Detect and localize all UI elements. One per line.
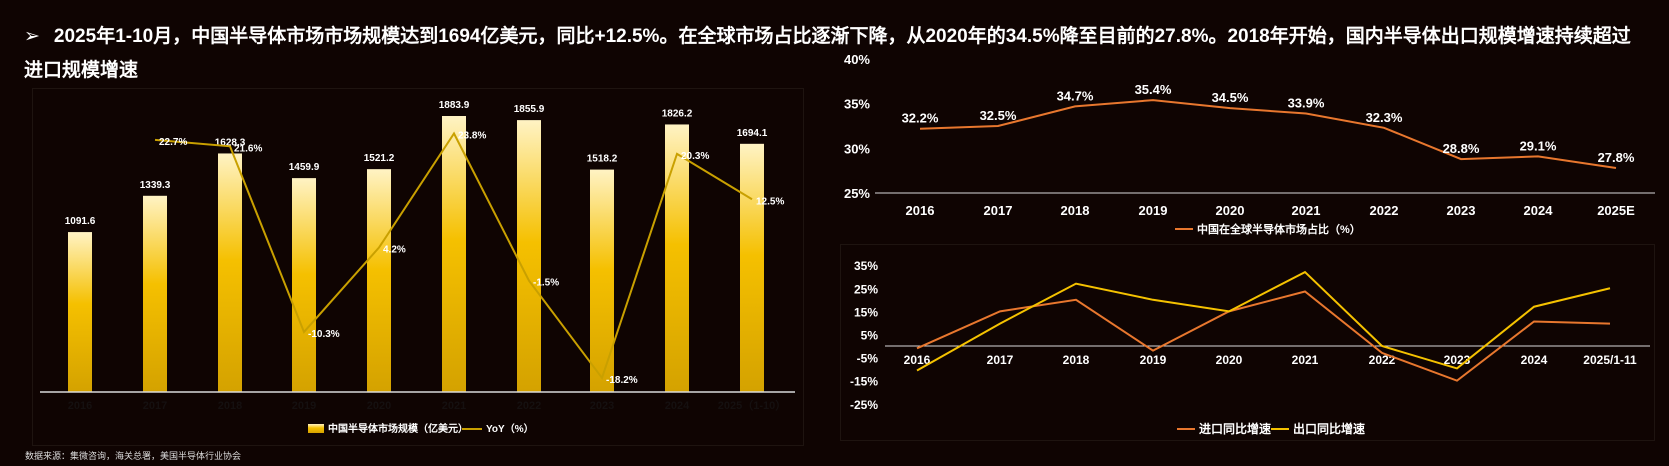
bar-value-label: 1091.6 (65, 216, 96, 227)
legend-import-label: 进口同比增速 (1199, 421, 1271, 436)
share-label: 34.5% (1212, 90, 1249, 105)
bar (292, 178, 316, 392)
source-note: 数据来源：集微咨询，海关总署，美国半导体行业协会 (25, 451, 242, 461)
x-tick-label: 2019 (1140, 353, 1167, 367)
x-tick-label: 2020 (1216, 203, 1245, 218)
x-tick-label: 2025E (1597, 203, 1635, 218)
x-tick-label: 2020 (1216, 353, 1243, 367)
page-title: ➢ 2025年1-10月，中国半导体市场市场规模达到1694亿美元，同比+12.5… (24, 20, 1644, 88)
y-tick-label: 30% (844, 141, 870, 156)
trade-growth-chart-panel (840, 244, 1655, 441)
share-label: 35.4% (1135, 82, 1172, 97)
yoy-label: 23.8% (458, 130, 486, 141)
y-tick-label: -25% (850, 398, 878, 412)
x-tick-label: 2016 (904, 353, 931, 367)
x-tick-label: 2017 (987, 353, 1014, 367)
bar-value-label: 1628.3 (215, 137, 246, 148)
bar (143, 195, 167, 392)
share-label: 32.5% (980, 108, 1017, 123)
share-label: 32.2% (902, 111, 939, 126)
y-tick-label: -5% (857, 352, 879, 366)
x-tick-label: 2023 (1447, 203, 1476, 218)
bar-value-label: 1826.2 (662, 108, 693, 119)
x-tick-label: 2025/1-11 (1583, 353, 1637, 367)
bar-value-label: 1459.9 (289, 162, 320, 173)
bar-value-label: 1855.9 (514, 104, 545, 115)
yoy-label: 12.5% (756, 196, 784, 207)
x-tick-label: 2021 (1292, 203, 1321, 218)
yoy-label: -1.5% (533, 278, 559, 289)
export-line (916, 270, 1611, 372)
y-tick-label: 40% (844, 52, 870, 67)
x-tick-label: 2021 (442, 400, 466, 412)
share-label: 27.8% (1598, 150, 1635, 165)
legend-bar-label: 中国半导体市场规模（亿美元） (328, 422, 468, 435)
y-tick-label: 35% (854, 259, 878, 273)
bar (665, 124, 689, 392)
x-tick-label: 2024 (1524, 203, 1554, 218)
x-tick-label: 2022 (1370, 203, 1399, 218)
y-tick-label: 15% (854, 305, 878, 319)
share-line (919, 99, 1617, 169)
bar (517, 120, 541, 392)
y-tick-label: 25% (844, 186, 870, 201)
legend-bar-swatch (308, 424, 324, 433)
bar (442, 116, 466, 392)
bar-value-label: 1518.2 (587, 154, 618, 165)
x-tick-label: 2017 (984, 203, 1013, 218)
legend-export-label: 出口同比增速 (1293, 421, 1365, 436)
title-text: 2025年1-10月，中国半导体市场市场规模达到1694亿美元，同比+12.5%… (24, 26, 1631, 81)
bar (218, 153, 242, 392)
arrow-bullet-icon: ➢ (24, 26, 40, 47)
x-tick-label: 2016 (906, 203, 935, 218)
x-tick-label: 2018 (218, 400, 242, 412)
x-tick-label: 2016 (68, 400, 92, 412)
yoy-line (154, 131, 753, 381)
yoy-label: -10.3% (308, 329, 340, 340)
import-line (916, 290, 1611, 382)
yoy-label: 21.6% (234, 143, 262, 154)
x-tick-label: 2017 (143, 400, 167, 412)
x-tick-label: 2025（1-10） (718, 399, 787, 412)
x-tick-label: 2018 (1063, 353, 1090, 367)
yoy-label: 4.2% (383, 245, 406, 256)
x-tick-label: 2021 (1292, 353, 1319, 367)
y-tick-label: -15% (850, 375, 878, 389)
share-label: 32.3% (1366, 110, 1403, 125)
x-tick-label: 2022 (517, 400, 541, 412)
y-tick-label: 35% (844, 97, 870, 112)
bar (740, 143, 764, 392)
bar-value-label: 1521.2 (364, 153, 395, 164)
y-tick-label: 25% (854, 282, 878, 296)
yoy-label: 22.7% (159, 137, 187, 148)
x-tick-label: 2019 (1139, 203, 1168, 218)
share-label: 34.7% (1057, 88, 1094, 103)
x-tick-label: 2024 (665, 400, 690, 412)
y-tick-label: 5% (861, 328, 879, 342)
bar-value-label: 1883.9 (439, 100, 470, 111)
bar (68, 232, 92, 392)
share-label: 29.1% (1520, 138, 1557, 153)
x-tick-label: 2019 (292, 400, 316, 412)
yoy-label: -18.2% (606, 375, 638, 386)
market-size-chart-panel (32, 88, 804, 446)
x-tick-label: 2018 (1061, 203, 1090, 218)
yoy-label: 20.3% (681, 151, 709, 162)
x-tick-label: 2023 (590, 400, 614, 412)
legend-yoy-label: YoY（%） (486, 422, 534, 435)
bar-value-label: 1694.1 (737, 128, 768, 139)
x-tick-label: 2020 (367, 400, 391, 412)
bar (590, 169, 614, 392)
legend-share-label: 中国在全球半导体市场占比（%） (1197, 222, 1361, 236)
bar-value-label: 1339.3 (140, 180, 171, 191)
bar (367, 169, 391, 392)
share-label: 28.8% (1443, 141, 1480, 156)
x-tick-label: 2022 (1369, 353, 1396, 367)
x-tick-label: 2024 (1521, 353, 1548, 367)
share-label: 33.9% (1288, 96, 1325, 111)
